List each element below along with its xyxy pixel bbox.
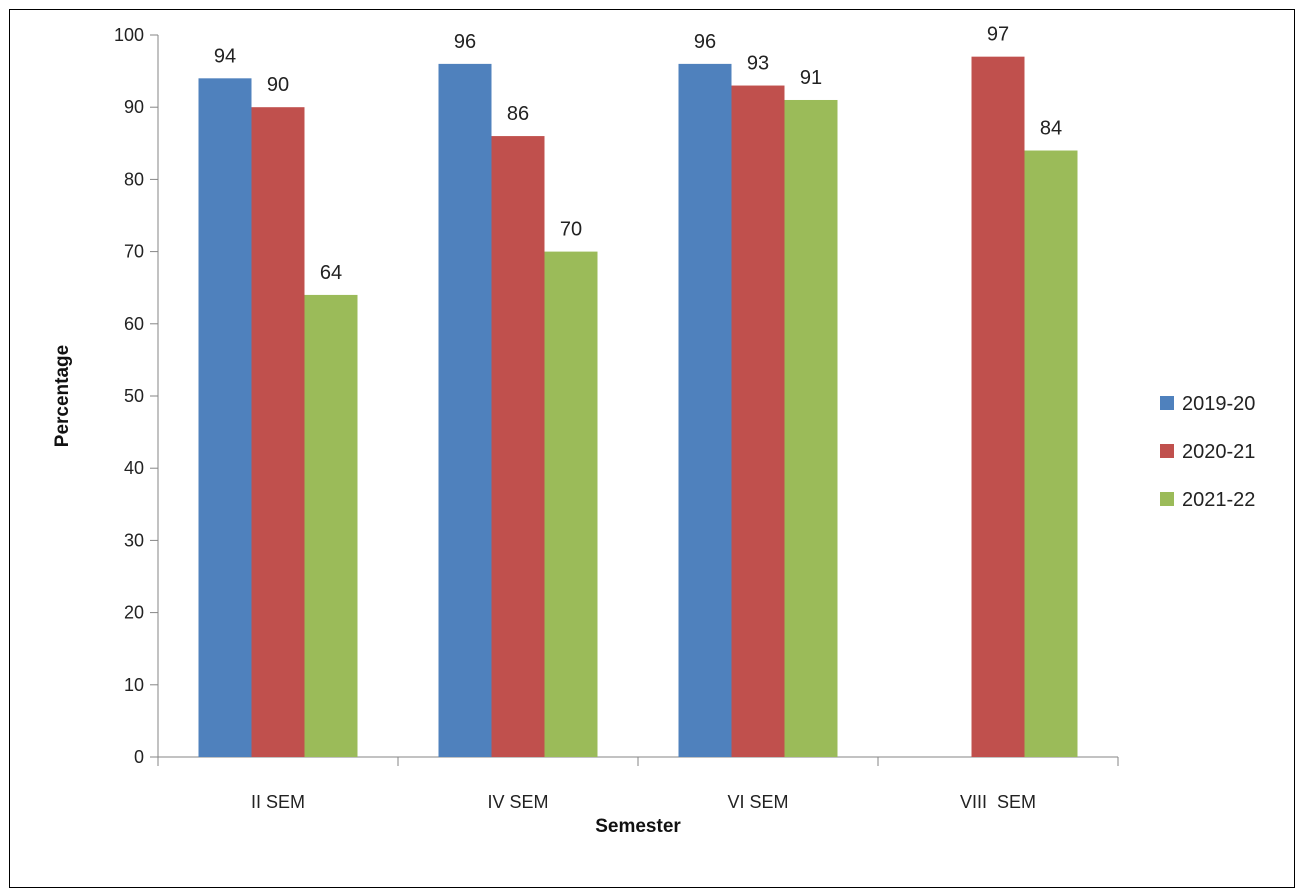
y-tick-label: 30 [124, 530, 144, 550]
bar [198, 78, 252, 757]
data-label: 90 [267, 74, 289, 96]
y-tick-label: 100 [114, 25, 144, 45]
legend-swatch [1160, 492, 1174, 506]
y-tick-label: 10 [124, 675, 144, 695]
y-tick-label: 40 [124, 458, 144, 478]
y-axis-title: Percentage [52, 345, 73, 447]
bar [304, 294, 358, 757]
bar [731, 85, 785, 758]
bar [971, 56, 1025, 758]
x-tick-label: II SEM [251, 792, 305, 812]
y-tick-label: 50 [124, 386, 144, 406]
y-tick-label: 80 [124, 169, 144, 189]
data-label: 97 [987, 24, 1009, 46]
x-axis-title: Semester [595, 816, 681, 837]
data-label: 91 [800, 67, 822, 89]
data-label: 70 [560, 219, 582, 241]
y-axis: 0 10 20 30 40 50 60 70 80 90 100 [114, 25, 159, 767]
x-tick-label: VIII SEM [960, 792, 1036, 812]
legend-label: 2020-21 [1182, 441, 1255, 463]
x-axis: II SEM IV SEM VI SEM VIII SEM [157, 756, 1119, 812]
data-labels: 94 90 64 96 86 70 96 93 91 97 84 [214, 24, 1062, 284]
bar [438, 63, 492, 757]
bar [1024, 150, 1078, 757]
legend-label: 2019-20 [1182, 393, 1255, 415]
bar [491, 136, 545, 757]
legend-label: 2021-22 [1182, 489, 1255, 511]
bar [251, 107, 305, 757]
data-label: 86 [507, 103, 529, 125]
data-label: 84 [1040, 118, 1062, 140]
data-label: 94 [214, 45, 236, 67]
y-tick-label: 0 [134, 747, 144, 767]
bars [198, 56, 1078, 758]
y-tick-label: 20 [124, 603, 144, 623]
x-tick-label: VI SEM [727, 792, 788, 812]
bar [544, 251, 598, 757]
bar [678, 63, 732, 757]
data-label: 96 [454, 31, 476, 53]
bar [784, 99, 838, 758]
y-tick-label: 70 [124, 242, 144, 262]
data-label: 93 [747, 53, 769, 75]
x-tick-label: IV SEM [487, 792, 548, 812]
legend: 2019-20 2020-21 2021-22 [1160, 393, 1255, 511]
y-tick-label: 90 [124, 97, 144, 117]
data-label: 64 [320, 262, 342, 284]
legend-swatch [1160, 444, 1174, 458]
legend-swatch [1160, 396, 1174, 410]
y-tick-label: 60 [124, 314, 144, 334]
data-label: 96 [694, 31, 716, 53]
